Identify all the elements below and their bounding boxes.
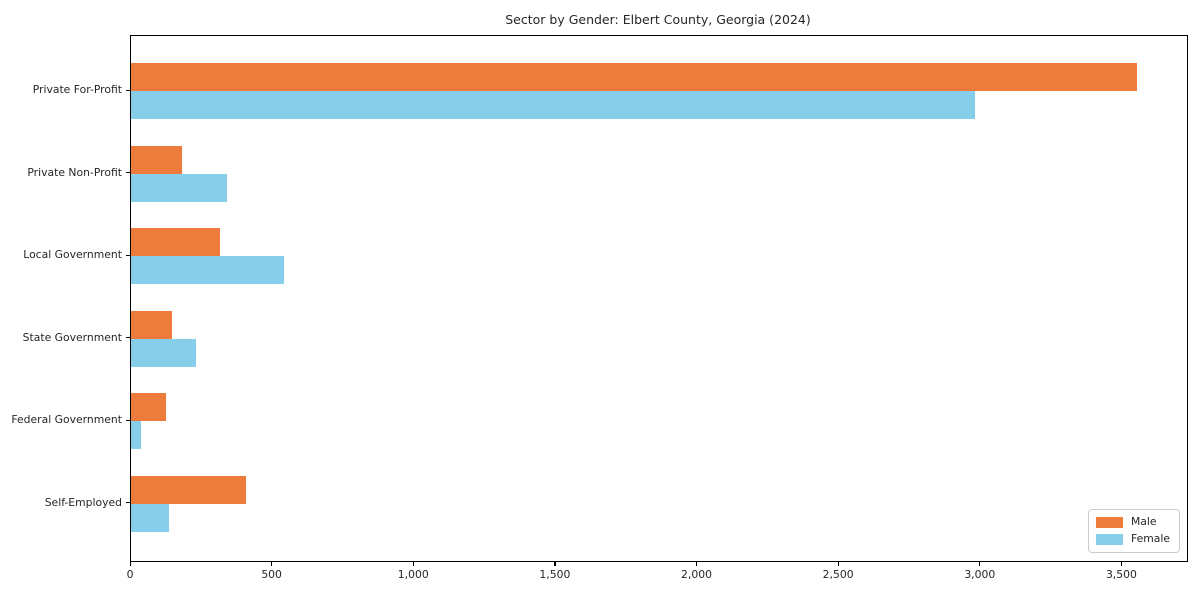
y-tick-label: Local Government	[23, 248, 122, 261]
plot-area: Male Female	[130, 35, 1188, 562]
chart-title: Sector by Gender: Elbert County, Georgia…	[505, 12, 811, 27]
x-tick-label: 3,500	[1105, 568, 1137, 581]
x-tick-label: 0	[126, 568, 134, 581]
x-tick-label: 1,000	[397, 568, 429, 581]
y-tick-mark	[126, 172, 130, 174]
bar-male-4	[131, 393, 167, 421]
bar-female-0	[131, 91, 976, 119]
legend-swatch-male	[1095, 517, 1123, 528]
x-tick-mark	[271, 562, 273, 566]
y-tick-mark	[126, 337, 130, 339]
x-tick-label: 3,000	[964, 568, 996, 581]
bar-male-1	[131, 145, 182, 174]
y-tick-mark	[126, 419, 130, 421]
x-tick-mark	[837, 562, 839, 566]
legend-entry-female: Female	[1095, 532, 1170, 546]
y-tick-label: Private For-Profit	[32, 83, 122, 96]
legend-swatch-female	[1095, 534, 1123, 545]
x-tick-mark	[979, 562, 981, 566]
bar-male-3	[131, 310, 173, 339]
y-tick-label: Federal Government	[11, 413, 122, 426]
x-tick-mark	[412, 562, 414, 566]
bar-female-4	[131, 421, 141, 449]
y-tick-label: Self-Employed	[44, 495, 122, 509]
y-tick-mark	[126, 254, 130, 256]
bar-female-5	[131, 503, 170, 532]
x-tick-label: 500	[261, 568, 282, 581]
x-tick-mark	[696, 562, 698, 566]
y-tick-label: State Government	[22, 330, 122, 344]
x-tick-label: 1,500	[539, 568, 571, 581]
x-tick-mark	[1120, 562, 1123, 566]
x-tick-label: 2,000	[681, 568, 712, 581]
x-tick-label: 2,500	[822, 568, 854, 581]
bar-female-1	[131, 173, 228, 202]
y-tick-mark	[126, 89, 130, 91]
legend-entry-male: Male	[1095, 515, 1170, 529]
bar-female-3	[131, 338, 197, 367]
bar-female-2	[131, 256, 284, 284]
y-tick-label: Private Non-Profit	[27, 165, 122, 179]
legend-label-male: Male	[1130, 515, 1157, 529]
legend-label-female: Female	[1130, 532, 1170, 546]
x-tick-mark	[554, 562, 556, 566]
x-tick-mark	[129, 562, 131, 566]
bar-male-5	[131, 475, 246, 504]
bar-male-2	[131, 228, 221, 256]
y-tick-mark	[126, 502, 130, 504]
bar-male-0	[131, 63, 1137, 91]
legend: Male Female	[1087, 509, 1180, 553]
